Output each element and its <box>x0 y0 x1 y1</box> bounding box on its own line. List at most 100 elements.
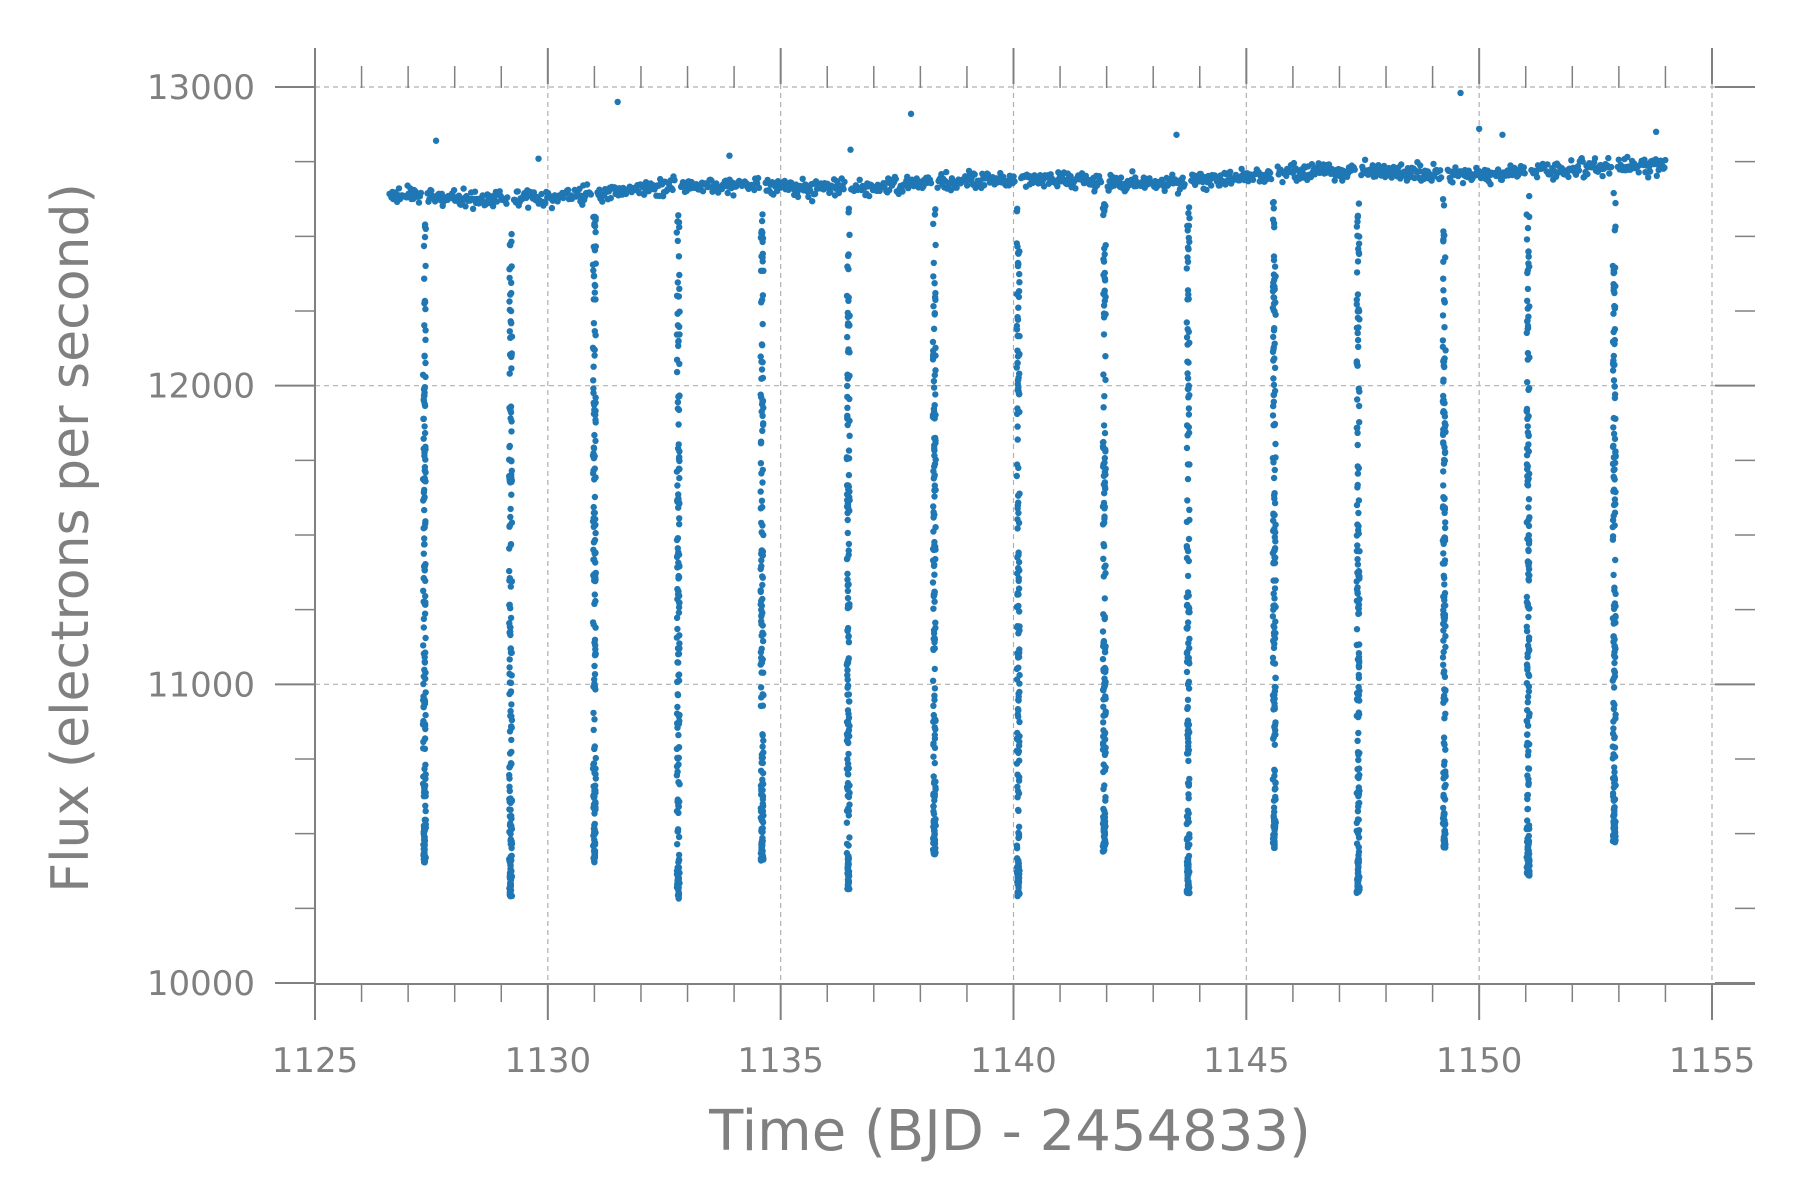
transit-point <box>1184 370 1191 377</box>
transit-point <box>929 338 937 346</box>
transit-point <box>676 271 683 279</box>
data-point <box>1498 176 1506 184</box>
transit-point <box>506 670 513 678</box>
transit-point <box>844 570 851 577</box>
transit-point <box>1185 721 1193 728</box>
transit-point <box>1100 703 1107 710</box>
transit-point <box>1184 385 1192 393</box>
x-tick-label: 1145 <box>1203 1041 1290 1081</box>
transit-point <box>592 228 599 236</box>
transit-point <box>1524 349 1532 357</box>
transit-point <box>590 377 597 384</box>
transit-point <box>757 565 764 573</box>
transit-point <box>932 289 939 297</box>
transit-point <box>1525 748 1532 755</box>
transit-point <box>675 441 682 448</box>
transit-point <box>1100 310 1108 317</box>
transit-point <box>1270 333 1277 341</box>
transit-point <box>1440 775 1447 782</box>
transit-point <box>1015 304 1022 311</box>
transit-point <box>506 775 513 782</box>
transit-point <box>1270 517 1277 524</box>
x-tick-label: 1130 <box>505 1041 592 1081</box>
transit-point <box>1355 324 1362 331</box>
transit-point <box>759 702 767 709</box>
transit-point <box>1440 734 1448 741</box>
transit-point <box>422 649 429 656</box>
transit-point <box>590 389 597 397</box>
transit-point <box>1354 429 1361 437</box>
transit-point <box>1356 419 1363 426</box>
transit-point <box>1441 363 1448 371</box>
data-point <box>1575 167 1583 174</box>
transit-point <box>843 840 851 848</box>
transit-point <box>1270 375 1277 382</box>
transit-point <box>759 359 766 366</box>
transit-point <box>1524 693 1532 700</box>
transit-point <box>1101 767 1109 774</box>
transit-point <box>1185 246 1192 253</box>
transit-point <box>507 407 514 414</box>
transit-point <box>508 279 515 286</box>
transit-point <box>675 496 682 503</box>
transit-point <box>759 786 766 794</box>
data-points <box>386 89 1669 902</box>
transit-point <box>591 223 599 230</box>
transit-point <box>1185 328 1193 335</box>
transit-point <box>1100 404 1107 411</box>
data-point <box>1361 156 1369 163</box>
transit-point <box>1355 597 1362 605</box>
data-point <box>395 185 403 192</box>
transit-point <box>1611 587 1618 594</box>
transit-point <box>1609 262 1617 270</box>
transit-point <box>1270 256 1278 264</box>
transit-point <box>1525 516 1532 524</box>
transit-point <box>1269 304 1277 312</box>
data-point <box>811 190 819 198</box>
transit-point <box>506 575 513 582</box>
transit-point <box>1101 613 1109 620</box>
transit-point <box>758 497 766 504</box>
transit-point <box>592 529 599 537</box>
data-point <box>1161 187 1168 194</box>
transit-point <box>1183 422 1191 429</box>
transit-point <box>844 322 852 329</box>
transit-point <box>676 521 683 528</box>
transit-point <box>1610 377 1618 384</box>
transit-point <box>1101 814 1109 821</box>
data-point <box>1181 181 1188 188</box>
transit-point <box>930 753 937 760</box>
transit-point <box>1524 305 1532 312</box>
transit-point <box>930 810 938 818</box>
transit-point <box>759 776 766 783</box>
transit-point <box>507 712 514 720</box>
transit-point <box>592 642 599 649</box>
transit-point <box>590 854 598 861</box>
transit-point <box>422 305 429 313</box>
x-tick-label: 1150 <box>1436 1041 1523 1081</box>
transit-point <box>1442 519 1449 526</box>
transit-point <box>1525 496 1533 503</box>
transit-point <box>1523 717 1530 724</box>
transit-point <box>1184 871 1192 878</box>
transit-point <box>1014 376 1022 383</box>
transit-point <box>845 346 852 353</box>
transit-point <box>1100 422 1108 429</box>
transit-point <box>1611 394 1619 402</box>
transit-point <box>420 615 428 623</box>
transit-point <box>421 352 428 359</box>
transit-point <box>1523 461 1531 468</box>
transit-point <box>1612 448 1619 455</box>
transit-point <box>1186 775 1193 783</box>
transit-point <box>421 772 429 779</box>
transit-point <box>1524 356 1532 363</box>
transit-point <box>1272 554 1279 561</box>
transit-point <box>506 892 514 899</box>
transit-point <box>420 550 427 557</box>
data-point <box>899 188 906 195</box>
transit-point <box>675 672 682 679</box>
transit-point <box>1611 383 1619 390</box>
transit-point <box>1016 279 1023 286</box>
transit-point <box>1524 805 1531 813</box>
data-point <box>1635 169 1642 176</box>
